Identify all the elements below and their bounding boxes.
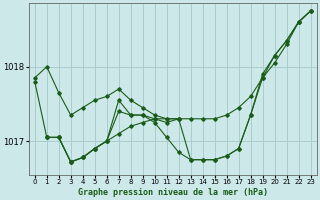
X-axis label: Graphe pression niveau de la mer (hPa): Graphe pression niveau de la mer (hPa) xyxy=(78,188,268,197)
